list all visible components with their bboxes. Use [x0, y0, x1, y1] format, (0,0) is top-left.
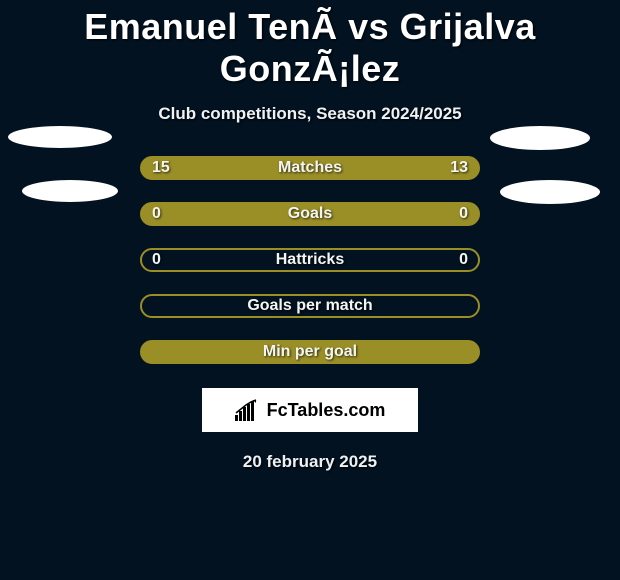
stat-value-right: 0	[459, 251, 468, 269]
subtitle: Club competitions, Season 2024/2025	[0, 104, 620, 124]
logo-text: FcTables.com	[267, 400, 386, 421]
decorative-ellipse	[8, 126, 112, 148]
date-text: 20 february 2025	[0, 452, 620, 472]
stat-value-right: 13	[450, 159, 468, 177]
stat-label: Hattricks	[276, 251, 344, 269]
stat-bar: 0 Goals 0	[140, 202, 480, 226]
stat-label: Min per goal	[263, 343, 357, 361]
decorative-ellipse	[490, 126, 590, 150]
decorative-ellipse	[500, 180, 600, 204]
stat-label: Goals	[288, 205, 332, 223]
decorative-ellipse	[22, 180, 118, 202]
logo-box: FcTables.com	[202, 388, 418, 432]
fctables-icon	[235, 399, 261, 421]
page-title: Emanuel TenÃ vs Grijalva GonzÃ¡lez	[0, 0, 620, 90]
stat-value-left: 0	[152, 251, 161, 269]
stat-value-left: 15	[152, 159, 170, 177]
stat-value-right: 0	[459, 205, 468, 223]
stat-bar: 15 Matches 13	[140, 156, 480, 180]
stat-bar: Min per goal	[140, 340, 480, 364]
stat-bar: 0 Hattricks 0	[140, 248, 480, 272]
stat-label: Goals per match	[247, 297, 372, 315]
stat-value-left: 0	[152, 205, 161, 223]
stat-bar: Goals per match	[140, 294, 480, 318]
stat-label: Matches	[278, 159, 342, 177]
